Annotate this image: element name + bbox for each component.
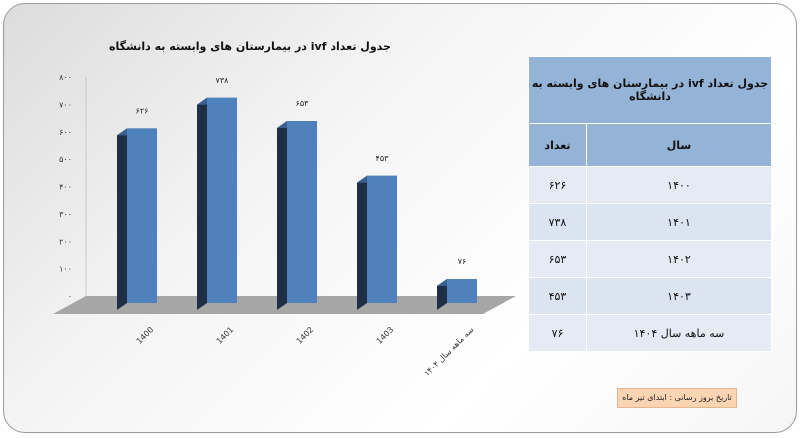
chart-title: جدول تعداد ivf در بیمارستان های وابسته ب… <box>109 40 391 53</box>
table-title: جدول تعداد ivf در بیمارستان های وابسته ب… <box>528 56 772 124</box>
data-label: ۶۲۶ <box>136 106 149 115</box>
table-cell-year: ۱۴۰۳ <box>585 277 773 315</box>
table-cell-count: ۶۲۶ <box>528 166 587 204</box>
table-cell-year: ۱۴۰۱ <box>585 203 773 241</box>
bar <box>447 278 477 303</box>
bar <box>127 128 157 303</box>
table-cell-count: ۷۶ <box>528 314 587 352</box>
data-label: ۷۶ <box>458 257 467 266</box>
x-tick-label: 1402 <box>295 325 316 346</box>
bar-side <box>277 121 287 310</box>
y-tick-label: ۰ <box>68 292 72 301</box>
y-tick-label: ۱۰۰ <box>59 265 72 274</box>
table-cell-count: ۷۳۸ <box>528 203 587 241</box>
data-label: ۴۵۳ <box>376 154 390 163</box>
table-row: ۱۴۰۰ ۶۲۶ <box>528 166 773 204</box>
data-table: جدول تعداد ivf در بیمارستان های وابسته ب… <box>528 56 773 352</box>
table-header-count: تعداد <box>528 123 587 167</box>
bar-side <box>357 175 367 310</box>
data-label: ۷۳۸ <box>216 76 230 85</box>
y-tick-label: ۷۰۰ <box>59 100 72 109</box>
table-cell-count: ۴۵۳ <box>528 277 587 315</box>
y-tick-label: ۳۰۰ <box>59 210 72 219</box>
x-tick-label: 1403 <box>375 325 396 346</box>
x-tick-label: سه ماهه سال ۱۴۰۴ <box>422 325 475 378</box>
table-cell-count: ۶۵۳ <box>528 240 587 278</box>
update-note: تاریخ بروز رسانی : ابتدای تیر ماه <box>617 388 737 408</box>
bar <box>287 121 317 303</box>
bar-side <box>117 128 127 310</box>
y-tick-label: ۵۰۰ <box>59 155 72 164</box>
chart-floor <box>53 296 516 314</box>
bar-side <box>197 97 207 311</box>
data-label: ۶۵۳ <box>296 99 310 108</box>
x-tick-label: 1401 <box>215 325 236 346</box>
table-cell-year: ۱۴۰۰ <box>585 166 773 204</box>
bar <box>207 97 237 304</box>
y-tick-label: ۲۰۰ <box>59 237 72 246</box>
table-cell-year: ۱۴۰۲ <box>585 240 773 278</box>
table-header-year: سال <box>585 123 773 167</box>
y-tick-label: ۸۰۰ <box>59 73 72 82</box>
table-row: سه ماهه سال ۱۴۰۴ ۷۶ <box>528 314 773 352</box>
table-row: ۱۴۰۱ ۷۳۸ <box>528 203 773 241</box>
table-row: ۱۴۰۳ ۴۵۳ <box>528 277 773 315</box>
bar-side <box>437 278 447 310</box>
x-tick-label: 1400 <box>135 325 156 346</box>
table-row: ۱۴۰۲ ۶۵۳ <box>528 240 773 278</box>
y-tick-label: ۶۰۰ <box>59 128 72 137</box>
table-cell-year: سه ماهه سال ۱۴۰۴ <box>585 314 773 352</box>
bar <box>367 175 397 303</box>
y-tick-label: ۴۰۰ <box>59 183 72 192</box>
